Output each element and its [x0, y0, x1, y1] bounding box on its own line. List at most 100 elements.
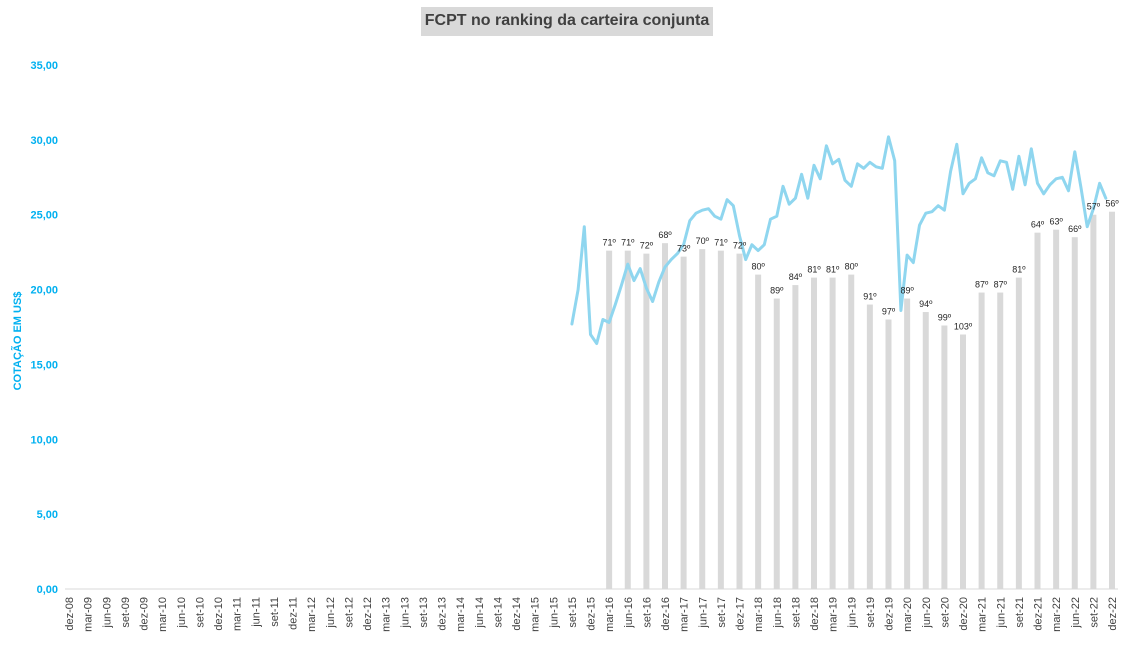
- x-tick-label: set-18: [790, 597, 802, 628]
- x-tick-label: dez-20: [958, 597, 970, 631]
- bar: [662, 243, 668, 589]
- x-tick-label: mar-22: [1051, 597, 1063, 632]
- x-tick-label: jun-10: [176, 597, 188, 629]
- x-tick-label: set-11: [269, 597, 281, 627]
- price-line: [570, 135, 1108, 345]
- x-tick-label: mar-11: [232, 597, 244, 631]
- x-tick-label: set-15: [567, 597, 579, 628]
- bar: [885, 319, 892, 589]
- x-tick-label: jun-18: [772, 597, 784, 629]
- x-tick-label: set-10: [194, 597, 206, 628]
- x-tick-label: mar-13: [381, 597, 393, 632]
- bar-data-label: 81º: [807, 265, 821, 275]
- bar: [1090, 214, 1097, 589]
- y-tick-label: 35,00: [30, 60, 58, 72]
- y-tick-label: 10,00: [30, 434, 58, 446]
- bar: [755, 274, 762, 589]
- x-tick-label: jun-16: [623, 597, 635, 629]
- bar: [997, 292, 1004, 589]
- x-tick-label: jun-14: [474, 597, 486, 629]
- bar: [643, 253, 650, 589]
- bar-data-label: 80º: [845, 262, 859, 272]
- bar-data-label: 99º: [938, 313, 952, 323]
- x-tick-label: set-09: [120, 597, 132, 628]
- x-tick-label: set-22: [1088, 597, 1100, 628]
- x-tick-label: dez-17: [735, 597, 747, 631]
- bar-data-label: 63º: [1049, 217, 1063, 227]
- bar: [717, 250, 724, 589]
- bar-data-label: 94º: [919, 299, 933, 309]
- bar: [736, 253, 743, 589]
- x-tick-label: set-16: [641, 597, 653, 628]
- bar: [811, 277, 817, 589]
- y-tick-label: 20,00: [30, 285, 58, 297]
- bar-data-label: 103º: [954, 321, 973, 331]
- x-tick-label: jun-21: [995, 597, 1007, 629]
- bar: [1015, 277, 1022, 589]
- bar: [680, 256, 687, 589]
- bar-data-label: 87º: [975, 280, 989, 290]
- bar-data-label: 71º: [602, 238, 616, 248]
- x-tick-label: jun-13: [399, 597, 411, 629]
- x-tick-label: jun-22: [1070, 597, 1082, 629]
- x-tick-label: dez-18: [809, 597, 821, 631]
- y-tick-label: 25,00: [30, 210, 58, 222]
- bar-data-label: 73º: [677, 244, 691, 254]
- bar: [624, 250, 631, 589]
- x-tick-label: dez-12: [362, 597, 374, 631]
- bar-data-label: 91º: [863, 292, 877, 302]
- chart-title-box: FCPT no ranking da carteira conjunta: [421, 7, 713, 36]
- x-tick-label: mar-19: [828, 597, 840, 632]
- bar-data-label: 71º: [621, 238, 635, 248]
- x-tick-label: mar-09: [83, 597, 95, 632]
- bar: [792, 285, 799, 589]
- x-tick-label: dez-21: [1033, 597, 1045, 631]
- y-tick-label: 30,00: [30, 135, 58, 147]
- x-tick-label: set-12: [343, 597, 355, 628]
- bar: [978, 292, 985, 589]
- x-tick-label: jun-17: [697, 597, 709, 629]
- x-tick-label: dez-10: [213, 597, 225, 631]
- x-tick-label: mar-20: [902, 597, 914, 632]
- x-tick-label: dez-08: [64, 597, 76, 631]
- bar-data-label: 56º: [1105, 199, 1119, 209]
- bar-data-label: 70º: [696, 236, 710, 246]
- x-tick-label: jun-20: [921, 597, 933, 629]
- y-tick-label: 5,00: [37, 509, 58, 521]
- bar-data-label: 57º: [1087, 202, 1101, 212]
- bar-data-label: 89º: [770, 286, 784, 296]
- bar: [922, 312, 929, 589]
- bar-data-label: 80º: [751, 262, 765, 272]
- bar: [1053, 229, 1060, 589]
- bar: [829, 277, 836, 589]
- bar: [941, 325, 948, 589]
- x-tick-label: mar-15: [530, 597, 542, 632]
- bar-data-label: 64º: [1031, 220, 1045, 230]
- x-tick-label: mar-21: [977, 597, 989, 632]
- x-tick-label: set-14: [492, 597, 504, 628]
- x-tick-label: mar-14: [455, 597, 467, 632]
- bar: [904, 298, 911, 589]
- bar-data-label: 81º: [826, 265, 840, 275]
- x-tick-label: dez-19: [884, 597, 896, 631]
- bar: [773, 298, 780, 589]
- y-axis-title: COTAÇÃO EM US$: [11, 292, 24, 391]
- bar: [1109, 211, 1115, 589]
- bar: [699, 249, 706, 590]
- x-tick-label: dez-22: [1107, 597, 1119, 631]
- x-tick-label: mar-17: [679, 597, 691, 632]
- bar-data-label: 89º: [900, 286, 914, 296]
- x-tick-label: dez-09: [139, 597, 151, 631]
- bar-data-label: 84º: [789, 272, 803, 282]
- x-tick-label: dez-13: [437, 597, 449, 631]
- x-tick-label: mar-12: [306, 597, 318, 632]
- x-tick-label: jun-09: [101, 597, 113, 629]
- x-tick-label: mar-16: [604, 597, 616, 632]
- bar-data-label: 87º: [994, 280, 1008, 290]
- x-tick-label: set-17: [716, 597, 728, 628]
- y-tick-label: 0,00: [37, 584, 58, 596]
- x-tick-label: jun-19: [846, 597, 858, 629]
- x-tick-label: dez-15: [586, 597, 598, 631]
- x-tick-label: mar-10: [157, 597, 169, 632]
